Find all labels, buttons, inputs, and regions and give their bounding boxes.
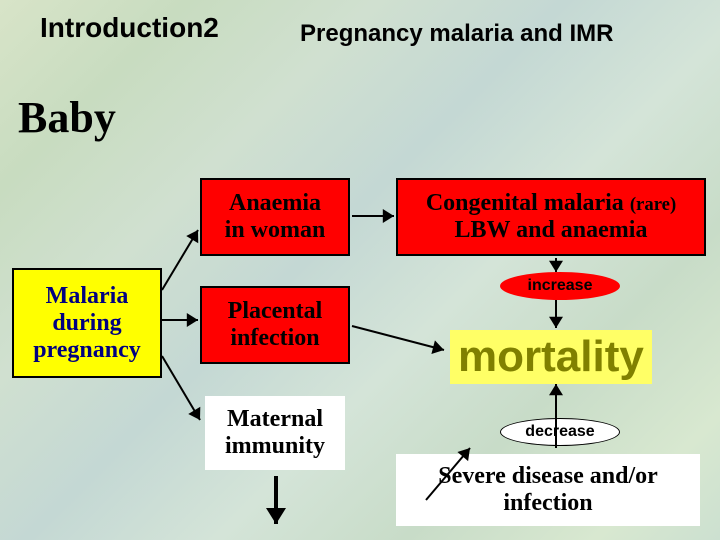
arrowhead-anaemia-to-congenital [383,209,394,223]
box-line: LBW and anaemia [455,217,648,244]
arrowhead-mortality-to-decrease [549,384,563,395]
arrowhead-malaria-to-maternal [188,407,200,420]
arrowhead-congenital-to-increase [549,261,563,272]
box-placental-infection: Placental infection [200,286,350,364]
box-line: Severe disease and/or [438,463,658,490]
arrowhead-malaria-to-anaemia [186,230,198,243]
heading-baby: Baby [18,92,116,143]
box-maternal-immunity: Maternal immunity [205,396,345,470]
arrowhead-maternal-down [266,508,286,524]
oval-increase: increase [500,272,620,300]
box-anaemia-in-woman: Anaemia in woman [200,178,350,256]
oval-decrease: decrease [500,418,620,446]
box-line: Anaemia [229,190,321,217]
box-line: pregnancy [33,337,141,364]
arrowhead-placental-to-mortality [431,340,444,354]
title-right: Pregnancy malaria and IMR [300,20,613,48]
box-line: during [52,310,121,337]
arrow-malaria-to-anaemia [162,230,198,290]
box-line: Maternal [227,406,323,433]
arrowhead-increase-to-mortality [549,317,563,328]
title-left: Introduction2 [40,12,219,44]
box-congenital-malaria: Congenital malaria (rare) LBW and anaemi… [396,178,706,256]
box-line: infection [230,325,319,352]
box-line: infection [503,490,592,517]
box-line: immunity [225,433,325,460]
box-severe-disease: Severe disease and/or infection [396,454,700,526]
arrow-malaria-to-maternal [162,356,200,420]
arrow-placental-to-mortality [352,326,444,350]
arrowhead-malaria-to-placental [187,313,198,327]
box-line: Malaria [46,283,129,310]
box-line: Placental [228,298,323,325]
box-line: Congenital malaria (rare) [426,190,676,217]
box-line: in woman [225,217,326,244]
box-malaria-during-pregnancy: Malaria during pregnancy [12,268,162,378]
mortality-label: mortality [450,330,652,384]
